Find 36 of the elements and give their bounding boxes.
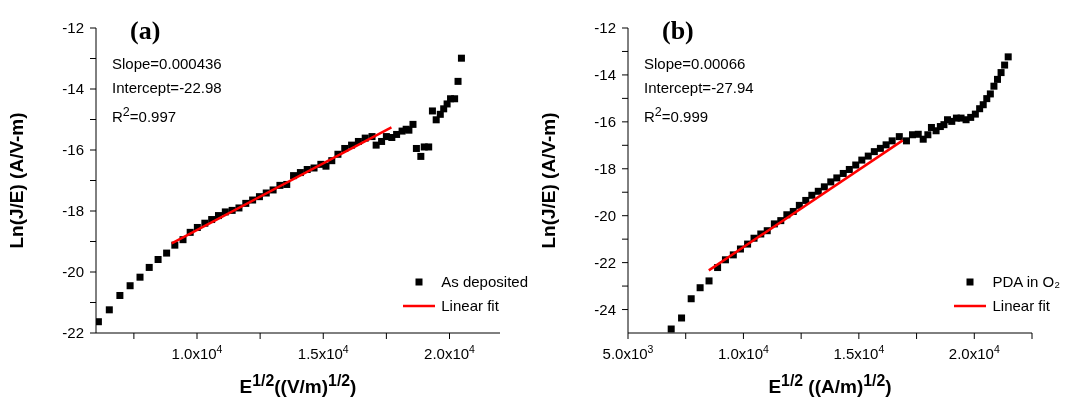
x-tick-label: 1.5x10$^{4}$	[297, 343, 349, 362]
annotation: R$^{2}$=0.999	[644, 104, 710, 127]
legend-label: Linear fit	[441, 296, 499, 316]
y-tick-label: -12	[62, 19, 84, 36]
legend-label: Linear fit	[992, 296, 1051, 316]
y-tick-label: -20	[62, 263, 84, 280]
y-tick-label: -22	[62, 324, 84, 341]
y-tick-label: -16	[594, 112, 616, 130]
chart-title: (b)	[662, 16, 694, 46]
y-tick-label: -14	[594, 65, 616, 83]
y-tick-label: -12	[594, 19, 616, 36]
x-tick-label: 1.0x10$^{4}$	[171, 343, 223, 362]
y-tick-label: -18	[594, 159, 616, 177]
x-axis-title: E$^{1/2}$ ((A/m)$^{1/2}$)	[767, 371, 893, 398]
x-tick-label: 1.0x10$^{4}$	[717, 343, 770, 362]
annotation: Slope=0.00066	[644, 54, 747, 74]
y-tick-label: -22	[594, 253, 616, 271]
annotation: Intercept=-22.98	[112, 78, 222, 98]
x-tick-label: 2.0x10$^{4}$	[948, 343, 1000, 362]
y-tick-label: -18	[62, 202, 84, 219]
x-tick-label: 2.0x10$^{4}$	[424, 343, 476, 362]
y-tick-label: -24	[594, 300, 616, 318]
y-axis-title: Ln(J/E) (A/V-m)	[537, 112, 559, 249]
annotation: Slope=0.000436	[112, 54, 222, 74]
legend-label: PDA in O₂	[992, 272, 1060, 292]
chart-title: (a)	[130, 16, 161, 46]
x-axis-title: E$^{1/2}$((V/m)$^{1/2}$)	[238, 371, 358, 398]
x-tick-label: 1.5x10$^{4}$	[833, 343, 885, 362]
y-tick-label: -20	[594, 206, 616, 224]
y-tick-label: -14	[62, 80, 84, 97]
y-tick-label: -16	[62, 141, 84, 158]
legend-label: As deposited	[441, 272, 528, 292]
y-axis-title: Ln(J/E) (A/V-m)	[5, 112, 27, 249]
annotation: Intercept=-27.94	[644, 78, 754, 98]
x-tick-label: 5.0x10$^{3}$	[602, 343, 654, 362]
annotation: R$^{2}$=0.997	[112, 104, 178, 127]
